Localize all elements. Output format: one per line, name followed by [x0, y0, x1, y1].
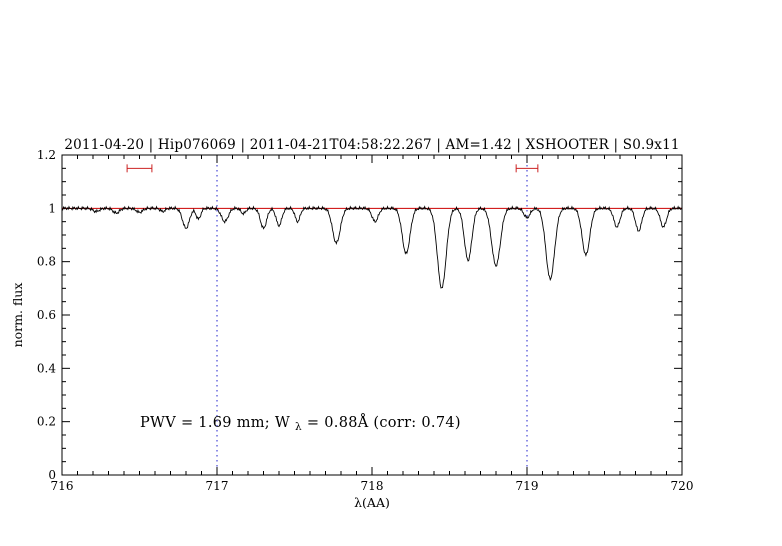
y-axis-label: norm. flux [10, 283, 25, 348]
y-tick-label: 0.8 [37, 255, 56, 269]
x-tick-label: 720 [671, 479, 694, 493]
pwv-annotation-prefix: PWV = 1.69 mm; W [140, 415, 290, 431]
plot-title: 2011-04-20 | Hip076069 | 2011-04-21T04:5… [64, 137, 679, 153]
pwv-annotation: PWV = 1.69 mm; W λ = 0.88Å (corr: 0.74) [140, 413, 461, 434]
y-tick-label: 0.4 [37, 361, 56, 375]
pwv-annotation-subscript: λ [295, 421, 302, 433]
y-tick-label: 0.2 [37, 415, 56, 429]
x-tick-label: 716 [51, 479, 74, 493]
x-tick-label: 717 [206, 479, 229, 493]
spectrum-line [61, 205, 683, 289]
x-tick-label: 719 [516, 479, 539, 493]
y-tick-label: 1.2 [37, 148, 56, 162]
y-tick-label: 1 [48, 201, 56, 215]
x-axis-label: λ(AA) [354, 495, 390, 510]
chart-layers: 716 717 718 719 720 0 0.2 0.4 0.6 0.8 1 1.2 [37, 148, 694, 493]
x-tick-label: 718 [361, 479, 384, 493]
y-tick-label: 0.6 [37, 308, 56, 322]
y-tick-label: 0 [48, 468, 56, 482]
pwv-annotation-suffix: = 0.88Å (corr: 0.74) [307, 413, 461, 431]
plot-frame [61, 154, 683, 476]
